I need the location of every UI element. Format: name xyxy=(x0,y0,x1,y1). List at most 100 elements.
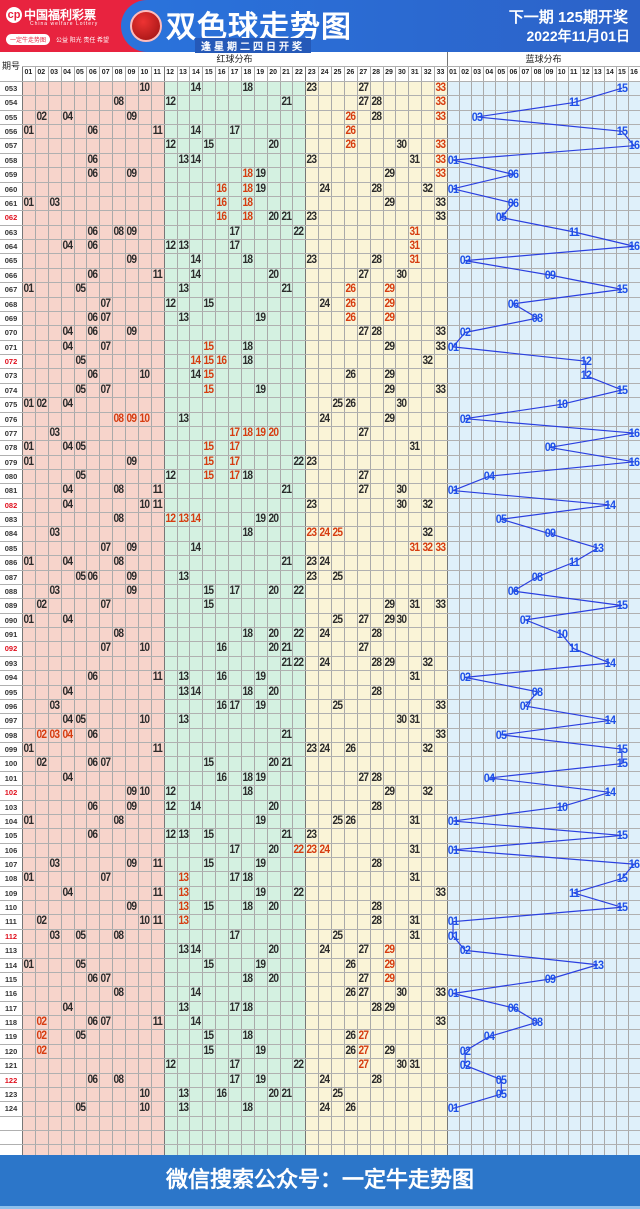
red-ball-number: 15 xyxy=(203,355,215,368)
grid-line xyxy=(0,512,640,514)
red-ball-number: 18 xyxy=(242,872,253,885)
red-ball-number: 09 xyxy=(126,584,138,597)
red-ball-number: 13 xyxy=(178,513,189,526)
grid-line xyxy=(0,411,640,413)
blue-ball-number: 15 xyxy=(616,124,628,139)
grid-line xyxy=(0,1086,640,1088)
red-ball-number: 09 xyxy=(126,800,138,813)
red-ball-number: 01 xyxy=(23,556,35,569)
red-ball-number: 11 xyxy=(152,268,163,281)
red-ball-number: 16 xyxy=(216,699,228,712)
issue-number: 112 xyxy=(0,929,22,944)
grid-line xyxy=(99,66,101,1159)
grid-line xyxy=(0,124,640,126)
red-ball-number: 27 xyxy=(358,96,369,109)
red-ball-number: 06 xyxy=(87,757,99,770)
blue-ball-number: 06 xyxy=(508,296,519,311)
red-ball-number: 18 xyxy=(242,1030,253,1043)
red-ball-number: 11 xyxy=(152,1016,163,1029)
grid-line xyxy=(0,684,640,686)
red-ball-number: 30 xyxy=(396,1059,408,1072)
red-ball-number: 27 xyxy=(358,326,369,339)
red-ball-number: 05 xyxy=(75,1030,86,1043)
red-ball-number: 31 xyxy=(409,671,421,684)
red-ball-number: 01 xyxy=(23,958,35,971)
red-ball-number: 25 xyxy=(332,1087,344,1100)
red-ball-number: 33 xyxy=(435,96,447,109)
red-ball-number: 07 xyxy=(100,297,112,310)
issue-number: 062 xyxy=(0,211,22,225)
red-ball-number: 15 xyxy=(203,340,215,353)
red-ball-number: 14 xyxy=(190,153,202,166)
red-ball-number: 25 xyxy=(332,527,344,540)
blue-ball-number: 04 xyxy=(483,770,495,785)
red-ball-number: 15 xyxy=(203,139,215,152)
red-ball-number: 13 xyxy=(178,944,189,957)
red-ball-number: 13 xyxy=(178,412,189,425)
grid-line xyxy=(369,66,371,1159)
grid-line xyxy=(356,66,358,1159)
red-ball-number: 04 xyxy=(62,714,73,727)
red-ball-number: 15 xyxy=(203,901,215,914)
grid-line xyxy=(0,1058,640,1060)
grid-line xyxy=(0,828,640,830)
blue-ball-number: 01 xyxy=(447,152,459,167)
grid-line xyxy=(0,713,640,715)
blue-ball-number: 16 xyxy=(628,454,640,469)
red-ball-number: 31 xyxy=(409,872,421,885)
grid-line xyxy=(471,66,473,1159)
grid-line xyxy=(343,66,345,1159)
issue-number: 093 xyxy=(0,656,22,671)
grid-line xyxy=(0,267,640,269)
red-ball-number: 18 xyxy=(242,771,253,784)
red-column-header: 10 xyxy=(137,66,151,80)
blue-column-header: 09 xyxy=(543,66,556,80)
red-ball-number: 01 xyxy=(23,814,35,827)
red-ball-number: 01 xyxy=(23,398,35,411)
blue-ball-number: 15 xyxy=(616,756,628,771)
red-ball-number: 04 xyxy=(62,340,73,353)
red-ball-number: 33 xyxy=(435,886,447,899)
red-column-header: 29 xyxy=(382,66,396,80)
blue-column-header: 16 xyxy=(627,66,640,80)
blue-ball-number: 02 xyxy=(459,670,471,685)
red-ball-number: 07 xyxy=(100,599,112,612)
issue-number: 058 xyxy=(0,153,22,168)
red-ball-number: 26 xyxy=(345,1030,356,1043)
red-ball-number: 07 xyxy=(100,383,112,396)
red-ball-number: 20 xyxy=(268,944,279,957)
red-ball-number: 15 xyxy=(203,441,215,454)
grid-line xyxy=(34,66,36,1159)
red-ball-number: 32 xyxy=(422,498,434,511)
blue-ball-number: 05 xyxy=(495,512,507,527)
red-ball-number: 09 xyxy=(126,570,138,583)
red-ball-number: 02 xyxy=(36,728,47,741)
red-ball-number: 07 xyxy=(100,872,112,885)
blue-ball-number: 06 xyxy=(508,195,519,210)
red-ball-number: 18 xyxy=(242,628,253,641)
red-ball-number: 11 xyxy=(152,743,163,756)
red-ball-number: 11 xyxy=(152,915,163,928)
red-ball-number: 33 xyxy=(435,168,447,181)
red-ball-number: 24 xyxy=(319,1102,331,1115)
red-ball-number: 06 xyxy=(87,125,99,138)
grid-line xyxy=(555,66,557,1159)
issue-number: 098 xyxy=(0,728,22,742)
grid-line xyxy=(0,1072,640,1074)
blue-ball-number: 01 xyxy=(447,986,459,1001)
red-ball-number: 02 xyxy=(36,110,47,123)
blue-column-header: 04 xyxy=(483,66,496,80)
issue-number: 060 xyxy=(0,182,22,196)
blue-ball-number: 11 xyxy=(568,95,580,110)
grid-line xyxy=(163,66,165,1159)
grid-line xyxy=(0,943,640,945)
red-ball-number: 28 xyxy=(371,685,382,698)
grid-line xyxy=(421,66,423,1159)
lottery-ball-logo-icon xyxy=(130,10,162,42)
grid-line xyxy=(0,1015,640,1017)
red-ball-number: 24 xyxy=(319,412,331,425)
red-ball-number: 33 xyxy=(435,82,447,94)
grid-line xyxy=(0,583,640,585)
blue-ball-number: 14 xyxy=(604,655,616,670)
grid-line xyxy=(292,66,294,1159)
